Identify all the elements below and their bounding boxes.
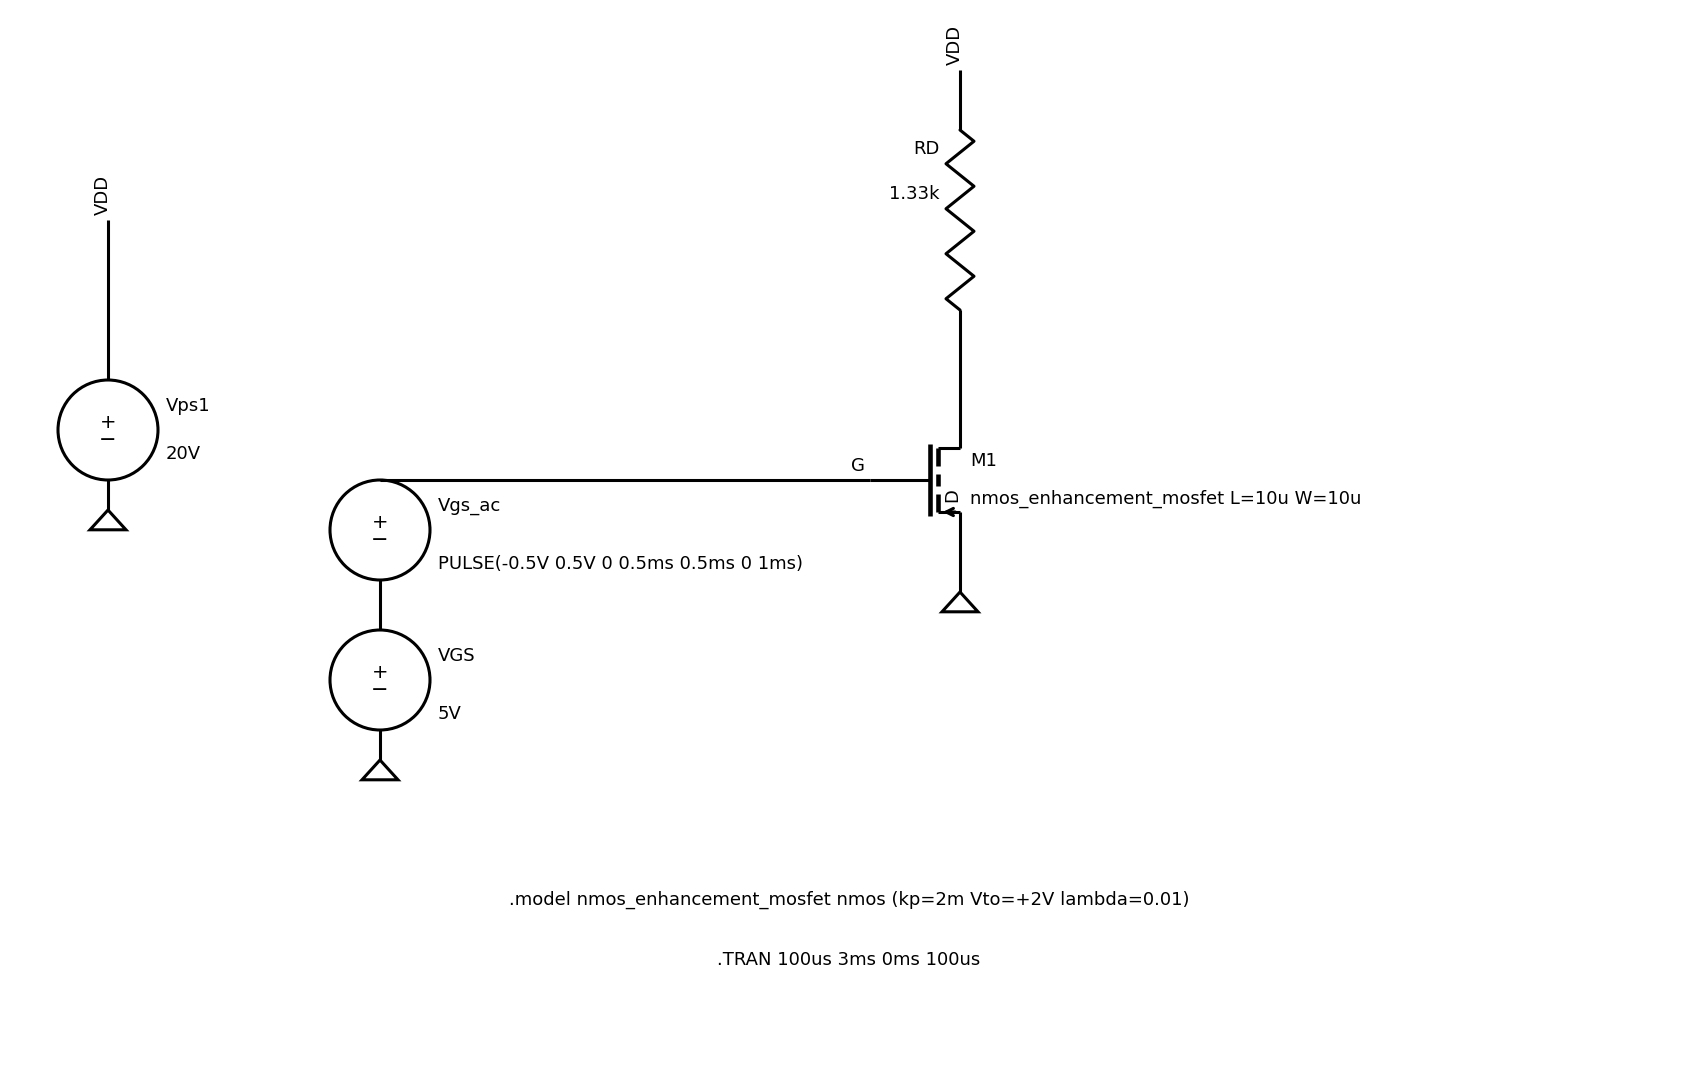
Text: +: +	[372, 663, 389, 681]
Text: G: G	[851, 457, 864, 475]
Text: RD: RD	[914, 140, 941, 158]
Text: Vps1: Vps1	[166, 397, 211, 415]
Text: VDD: VDD	[946, 25, 964, 65]
Text: Vgs_ac: Vgs_ac	[438, 497, 501, 515]
Text: +: +	[372, 513, 389, 532]
Text: .model nmos_enhancement_mosfet nmos (kp=2m Vto=+2V lambda=0.01): .model nmos_enhancement_mosfet nmos (kp=…	[509, 891, 1189, 909]
Text: 5V: 5V	[438, 705, 462, 723]
Text: +: +	[100, 413, 115, 432]
Text: −: −	[98, 430, 117, 450]
Text: M1: M1	[970, 453, 997, 470]
Text: 1.33k: 1.33k	[890, 185, 941, 203]
Text: VGS: VGS	[438, 647, 475, 665]
Text: 20V: 20V	[166, 445, 200, 463]
Text: nmos_enhancement_mosfet L=10u W=10u: nmos_enhancement_mosfet L=10u W=10u	[970, 490, 1362, 509]
Text: −: −	[372, 680, 389, 700]
Text: .TRAN 100us 3ms 0ms 100us: .TRAN 100us 3ms 0ms 100us	[717, 951, 981, 969]
Text: D: D	[942, 488, 961, 502]
Text: −: −	[372, 530, 389, 550]
Text: PULSE(-0.5V 0.5V 0 0.5ms 0.5ms 0 1ms): PULSE(-0.5V 0.5V 0 0.5ms 0.5ms 0 1ms)	[438, 555, 803, 573]
Text: VDD: VDD	[93, 175, 112, 215]
